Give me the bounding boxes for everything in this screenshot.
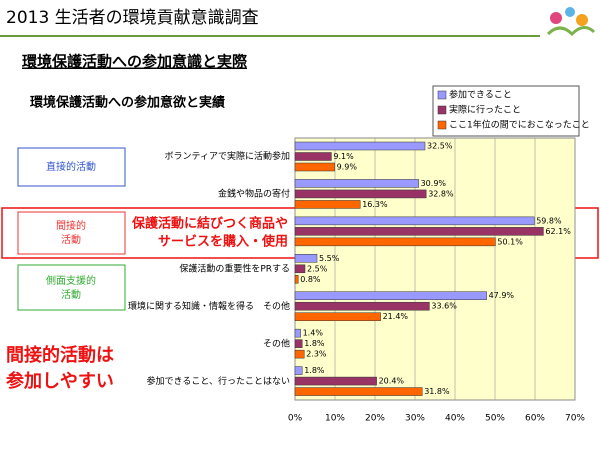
y-tick-label: 参加できること、行ったことはない [147,375,290,387]
bar [294,254,318,263]
value-label: 32.5% [427,142,453,151]
bar [294,162,335,172]
x-tick-label: 40% [445,414,465,424]
legend-label: 参加できること [449,89,512,101]
bar [294,179,419,188]
value-label: 1.8% [304,366,325,375]
bar [294,312,381,321]
legend-label: ここ1年位の間でにおこなったこと [449,119,590,131]
highlight-label: サービスを購入・使用 [158,234,288,250]
bar [294,387,423,396]
bar [294,141,426,151]
bar [294,339,303,348]
value-label: 59.8% [536,216,562,225]
side-box-label: 側面支援的活動 [46,274,96,301]
value-label: 21.4% [383,312,409,321]
chart-title: 環境保護活動への参加意欲と実績 [30,95,225,111]
side-box-label: 直接的活動 [46,160,96,173]
x-tick-label: 50% [485,414,505,424]
legend-swatch [437,90,447,100]
legend-swatch [437,120,447,130]
y-tick-label: 環境に関する知識・情報を得る その他 [128,300,290,312]
bar [294,216,535,226]
value-label: 31.8% [424,387,450,396]
x-tick-label: 20% [365,414,385,424]
bar [294,349,305,359]
side-box [17,264,126,311]
bar [294,301,430,311]
bar [294,328,301,338]
x-tick-label: 10% [325,414,345,424]
plot-area [294,137,576,401]
x-tick-label: 70% [565,414,585,424]
bar [294,291,487,300]
subtitle: 環境保護活動への参加意識と実際 [22,53,248,71]
conclusion: 参加しやすい [6,370,114,392]
bar [294,376,377,386]
legend [432,85,580,137]
value-label: 62.1% [545,227,571,236]
bar [294,264,306,274]
value-label: 30.9% [421,179,447,188]
value-label: 20.4% [379,377,405,386]
value-label: 33.6% [431,302,457,311]
bar [294,237,496,247]
logo [546,7,596,37]
side-box [17,211,126,255]
value-label: 1.4% [303,329,324,338]
x-tick-label: 60% [525,414,545,424]
value-label: 16.3% [362,200,388,209]
header-title: 2013 生活者の環境貢献意識調査 [6,8,259,28]
value-label: 9.9% [337,163,358,172]
x-tick-label: 30% [405,414,425,424]
legend-swatch [437,105,447,115]
value-label: 2.5% [307,264,328,273]
value-label: 5.5% [319,254,340,263]
y-tick-label: ボランティアで実際に活動参加 [165,150,290,162]
legend-label: 実際に行ったこと [449,104,521,116]
bar [294,275,299,284]
bar [294,189,427,199]
value-label: 1.8% [304,339,325,348]
value-label: 50.1% [497,237,523,246]
y-tick-label: 保護活動の重要性をPRする [179,263,290,275]
bar [294,200,361,209]
side-box [17,147,126,187]
y-tick-label: 金銭や物品の寄付 [218,188,290,200]
value-label: 9.1% [333,152,354,161]
bar [294,366,303,375]
bar [294,227,544,236]
bar [294,152,332,161]
value-label: 32.8% [428,189,454,198]
side-box-label: 間接的活動 [56,219,86,246]
conclusion: 間接的活動は [6,344,114,366]
x-tick-label: 0% [288,414,303,424]
value-label: 2.3% [306,350,327,359]
value-label: 47.9% [489,291,515,300]
highlight-label: 保護活動に結びつく商品や [131,216,288,232]
y-tick-label: その他 [263,337,290,349]
value-label: 0.8% [300,275,321,284]
